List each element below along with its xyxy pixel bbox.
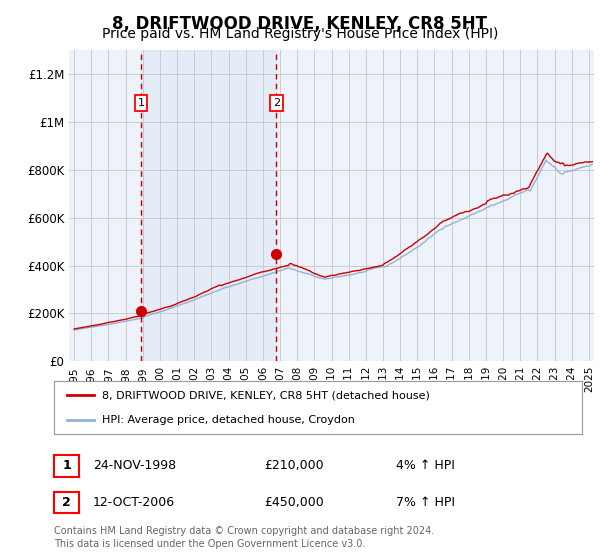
Text: 7% ↑ HPI: 7% ↑ HPI [396, 496, 455, 509]
Text: 12-OCT-2006: 12-OCT-2006 [93, 496, 175, 509]
Text: Contains HM Land Registry data © Crown copyright and database right 2024.
This d: Contains HM Land Registry data © Crown c… [54, 526, 434, 549]
Text: £450,000: £450,000 [264, 496, 324, 509]
Text: 8, DRIFTWOOD DRIVE, KENLEY, CR8 5HT: 8, DRIFTWOOD DRIVE, KENLEY, CR8 5HT [113, 15, 487, 32]
Text: 2: 2 [273, 98, 280, 108]
Text: 4% ↑ HPI: 4% ↑ HPI [396, 459, 455, 473]
Text: 1: 1 [62, 459, 71, 473]
Text: Price paid vs. HM Land Registry's House Price Index (HPI): Price paid vs. HM Land Registry's House … [102, 27, 498, 41]
Text: 2: 2 [62, 496, 71, 509]
Text: HPI: Average price, detached house, Croydon: HPI: Average price, detached house, Croy… [101, 414, 355, 424]
Text: 8, DRIFTWOOD DRIVE, KENLEY, CR8 5HT (detached house): 8, DRIFTWOOD DRIVE, KENLEY, CR8 5HT (det… [101, 390, 430, 400]
Bar [141, 50, 277, 361]
Text: 24-NOV-1998: 24-NOV-1998 [93, 459, 176, 473]
Text: £210,000: £210,000 [264, 459, 323, 473]
Text: 1: 1 [137, 98, 145, 108]
